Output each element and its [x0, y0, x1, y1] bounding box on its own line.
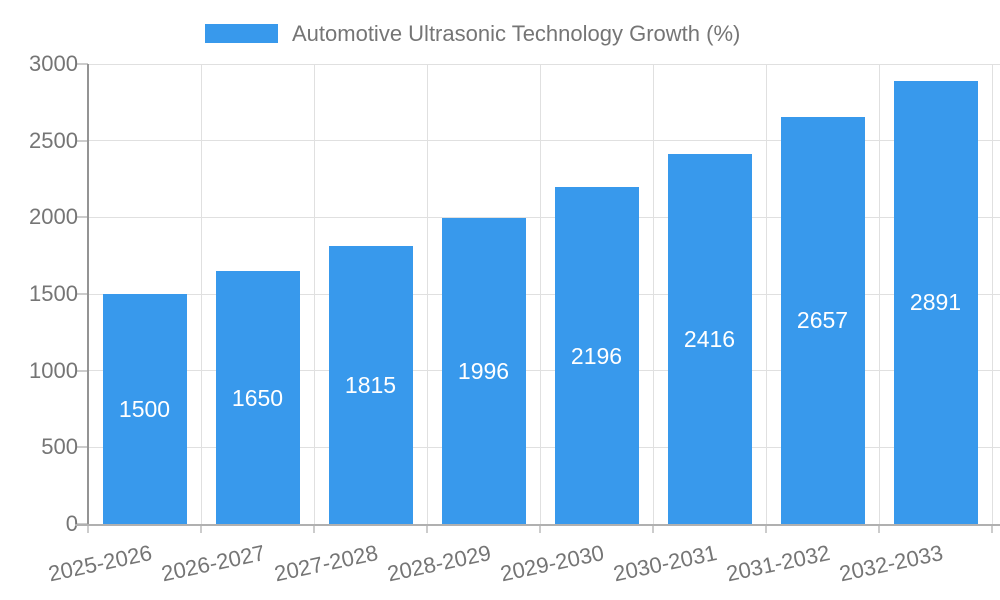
x-gridline [878, 64, 880, 524]
bar-value-label: 2891 [909, 289, 962, 316]
x-tick-mark [539, 524, 541, 533]
x-gridline [765, 64, 767, 524]
y-tick-label: 2000 [29, 204, 78, 230]
y-tick-label: 0 [65, 511, 78, 536]
bar[interactable] [441, 217, 526, 524]
y-tick-mark [76, 293, 88, 295]
legend-swatch [205, 24, 278, 43]
y-gridline [88, 63, 1000, 65]
bar-value-label: 1500 [118, 396, 171, 422]
y-gridline [88, 293, 1000, 295]
x-tick-mark [878, 524, 880, 533]
y-tick-label: 1500 [29, 281, 78, 306]
bar-value-label: 2196 [570, 342, 623, 369]
x-gridline [991, 64, 993, 524]
y-tick-label: 3000 [29, 51, 78, 76]
y-gridline [88, 446, 1000, 448]
x-tick-mark [765, 524, 767, 533]
legend-label: Automotive Ultrasonic Technology Growth … [292, 21, 741, 46]
bar[interactable] [102, 294, 187, 524]
x-tick-mark [313, 524, 315, 533]
bar-value-label: 1815 [344, 371, 397, 398]
x-gridline [539, 64, 541, 524]
x-tick-mark [991, 524, 993, 533]
bar[interactable] [667, 153, 752, 524]
x-axis-line [75, 524, 1000, 526]
y-tick-mark [76, 63, 88, 65]
bar[interactable] [328, 245, 413, 524]
x-tick-mark [87, 524, 89, 533]
x-gridline [426, 64, 428, 524]
y-gridline [88, 140, 1000, 142]
y-tick-label: 1000 [29, 357, 78, 383]
y-gridline [88, 370, 1000, 372]
bar[interactable] [215, 271, 300, 524]
y-gridline [88, 216, 1000, 218]
y-axis-line [87, 64, 89, 524]
bar-value-label: 1650 [231, 384, 284, 411]
bar-value-label: 2416 [683, 325, 736, 352]
bar-value-label: 1996 [457, 357, 510, 384]
bar[interactable] [780, 116, 865, 524]
y-tick-mark [76, 139, 88, 142]
y-tick-mark [76, 216, 88, 219]
x-gridline [652, 64, 654, 524]
x-tick-mark [200, 524, 202, 533]
y-tick-label: 2500 [29, 127, 78, 153]
bar-value-label: 2657 [796, 307, 849, 334]
y-tick-label: 500 [41, 434, 78, 460]
bar[interactable] [554, 187, 639, 524]
x-gridline [200, 64, 202, 524]
x-tick-mark [652, 524, 654, 533]
y-tick-mark [76, 446, 88, 449]
x-gridline [313, 64, 315, 524]
y-tick-mark [76, 369, 88, 372]
bar[interactable] [893, 80, 978, 524]
x-tick-mark [426, 524, 428, 533]
